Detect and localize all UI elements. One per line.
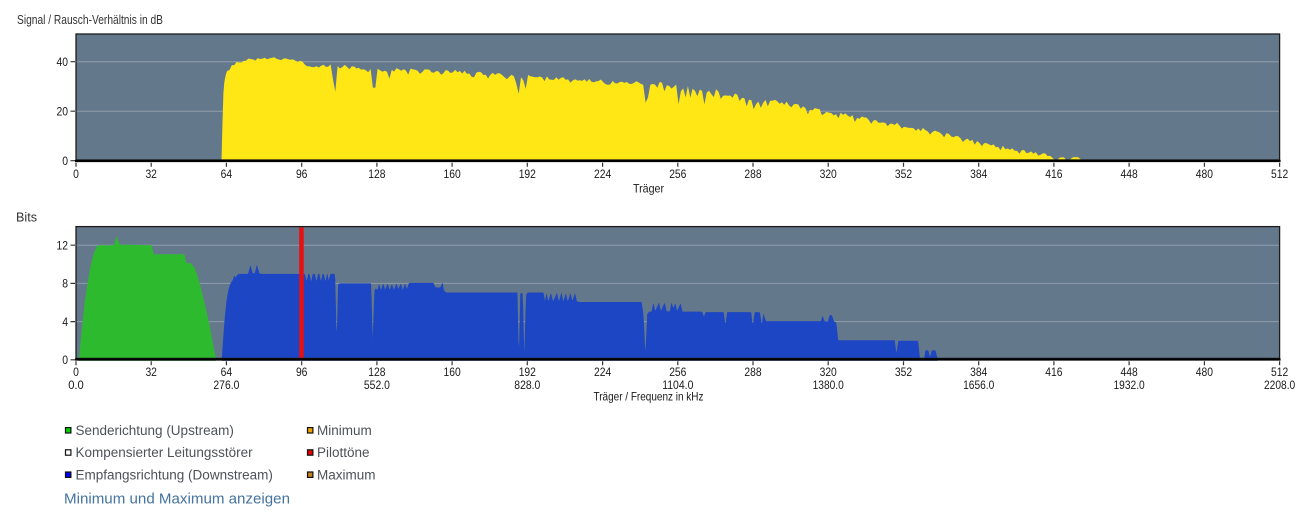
svg-text:Kompensierter Leitungsstörer: Kompensierter Leitungsstörer [76,445,254,460]
svg-text:320: 320 [820,365,837,379]
svg-text:512: 512 [1271,365,1288,379]
svg-text:32: 32 [145,167,157,181]
svg-text:Bits: Bits [16,210,37,225]
svg-text:0: 0 [62,353,68,367]
svg-text:828.0: 828.0 [514,378,540,392]
svg-text:96: 96 [296,365,308,379]
svg-text:2208.0: 2208.0 [1264,378,1295,392]
svg-text:160: 160 [444,167,461,181]
svg-text:224: 224 [594,167,611,181]
svg-text:1656.0: 1656.0 [963,378,994,392]
svg-text:416: 416 [1045,365,1062,379]
svg-text:0: 0 [62,154,68,168]
svg-text:0: 0 [73,365,79,379]
svg-text:352: 352 [895,167,912,181]
svg-text:Minimum: Minimum [317,423,372,438]
svg-text:352: 352 [895,365,912,379]
svg-text:384: 384 [970,167,987,181]
svg-text:192: 192 [519,365,536,379]
svg-text:32: 32 [145,365,157,379]
svg-text:288: 288 [744,365,761,379]
svg-text:276.0: 276.0 [213,378,239,392]
svg-text:Maximum: Maximum [317,467,376,482]
svg-text:8: 8 [62,277,68,291]
svg-text:Senderichtung (Upstream): Senderichtung (Upstream) [76,423,234,438]
svg-text:0.0: 0.0 [68,378,84,392]
svg-text:1104.0: 1104.0 [662,378,693,392]
svg-text:256: 256 [669,167,686,181]
svg-text:Träger / Frequenz in kHz: Träger / Frequenz in kHz [594,389,704,403]
svg-text:96: 96 [296,167,308,181]
svg-text:448: 448 [1121,167,1138,181]
svg-text:288: 288 [744,167,761,181]
svg-text:128: 128 [368,167,385,181]
svg-text:Signal / Rausch-Verhältnis in: Signal / Rausch-Verhältnis in dB [17,12,163,27]
svg-text:64: 64 [221,365,233,379]
svg-text:12: 12 [57,238,69,252]
svg-text:4: 4 [62,315,68,329]
svg-text:320: 320 [820,167,837,181]
svg-text:1932.0: 1932.0 [1114,378,1145,392]
svg-text:Träger: Träger [633,182,664,196]
svg-text:416: 416 [1045,167,1062,181]
svg-text:128: 128 [368,365,385,379]
svg-text:512: 512 [1271,167,1288,181]
svg-text:384: 384 [970,365,987,379]
svg-text:40: 40 [57,55,69,69]
svg-text:448: 448 [1121,365,1138,379]
svg-text:480: 480 [1196,167,1213,181]
svg-text:224: 224 [594,365,611,379]
svg-text:20: 20 [57,104,69,118]
svg-text:192: 192 [519,167,536,181]
svg-text:256: 256 [669,365,686,379]
svg-text:Pilottöne: Pilottöne [317,445,370,460]
svg-text:160: 160 [444,365,461,379]
svg-text:Empfangsrichtung (Downstream): Empfangsrichtung (Downstream) [76,467,273,482]
svg-text:1380.0: 1380.0 [813,378,844,392]
svg-text:64: 64 [221,167,233,181]
svg-text:Minimum und Maximum anzeigen: Minimum und Maximum anzeigen [64,492,290,508]
svg-text:552.0: 552.0 [364,378,390,392]
svg-text:480: 480 [1196,365,1213,379]
svg-text:0: 0 [73,167,79,181]
